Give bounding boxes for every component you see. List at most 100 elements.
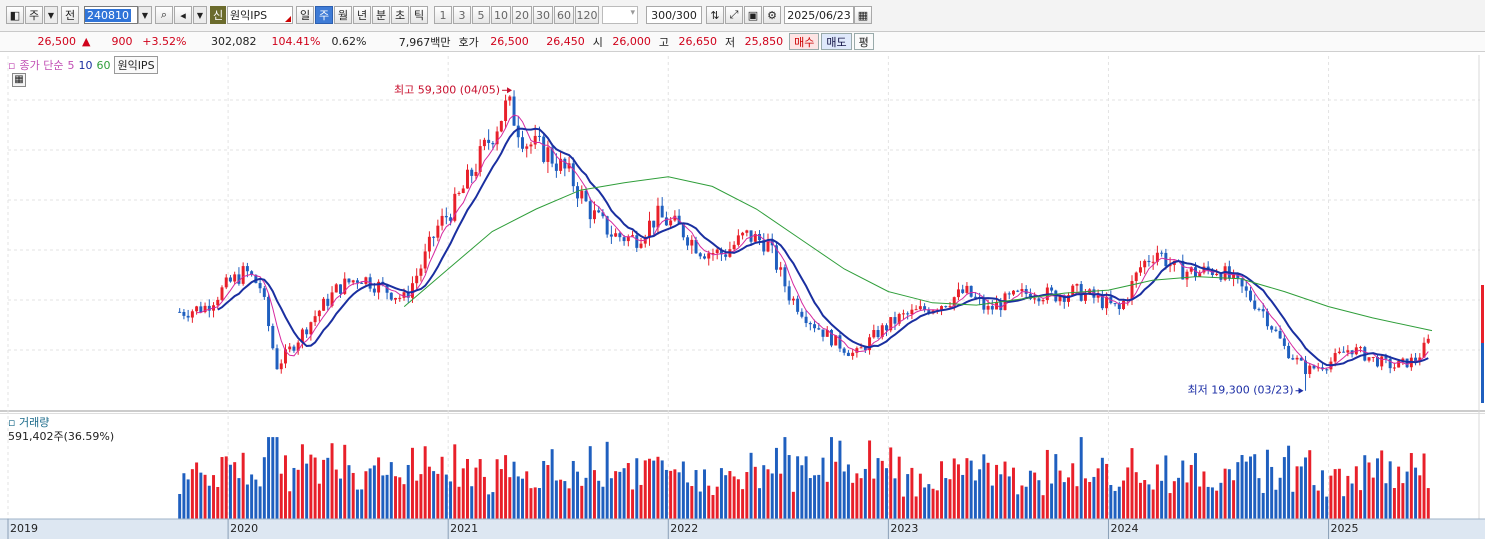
volume-bar	[423, 446, 427, 519]
prev-button[interactable]: 전	[61, 6, 79, 24]
volume-bar	[1109, 484, 1113, 519]
legend-stock-name[interactable]: 원익IPS	[114, 56, 158, 74]
volume-bar	[1113, 490, 1117, 519]
volume-bar	[1236, 462, 1240, 519]
buy-button[interactable]: 매수	[789, 33, 820, 50]
tab-day[interactable]: 일	[296, 6, 314, 24]
interval-20-button[interactable]: 20	[512, 6, 532, 24]
grid-toggle-icon[interactable]: ▦	[12, 73, 26, 87]
candle-body	[1193, 267, 1197, 277]
volume-bar	[952, 458, 956, 519]
candle-body	[504, 100, 508, 121]
candle-body	[834, 335, 838, 346]
bar-count-field[interactable]: 300/300	[646, 6, 702, 24]
tab-minute[interactable]: 분	[372, 6, 390, 24]
volume-bar	[1274, 489, 1278, 519]
tab-year[interactable]: 년	[353, 6, 371, 24]
candle-body	[1304, 360, 1308, 375]
interval-10-button[interactable]: 10	[491, 6, 511, 24]
interval-3-button[interactable]: 3	[453, 6, 471, 24]
tab-month[interactable]: 월	[334, 6, 352, 24]
volume-bar	[999, 474, 1003, 519]
volume-bar	[626, 463, 630, 519]
high-price: 26,650	[678, 35, 717, 48]
period-week-button[interactable]: 주	[25, 6, 43, 24]
candle-body	[296, 342, 300, 351]
volume-bar	[1325, 496, 1329, 519]
save-icon[interactable]: ▣	[744, 6, 762, 24]
candle-body	[855, 348, 859, 353]
candle-body	[470, 169, 474, 176]
stock-chart[interactable]: 최고 59,300 (04/05) 최저 19,300 (03/23) 2019 20…	[0, 52, 1485, 539]
tab-week[interactable]: 주	[315, 6, 333, 24]
interval-30-button[interactable]: 30	[533, 6, 553, 24]
candle-body	[880, 325, 884, 338]
candle-body	[207, 305, 211, 311]
candle-body	[330, 292, 334, 306]
period-dropdown-arrow[interactable]: ▼	[44, 6, 58, 24]
candle-body	[559, 158, 563, 171]
volume-bar	[1346, 475, 1350, 519]
x-axis-tick-label: 2021	[450, 522, 478, 535]
volume-bar	[956, 464, 960, 519]
interval-1-button[interactable]: 1	[434, 6, 452, 24]
volume-bar	[1083, 478, 1087, 519]
draw-tool-icon[interactable]: ⤢	[725, 6, 743, 24]
average-button[interactable]: 평	[853, 33, 874, 50]
candle-body	[508, 96, 512, 101]
tab-tick[interactable]: 틱	[410, 6, 428, 24]
candle-body	[419, 268, 423, 276]
volume-bar	[825, 481, 829, 519]
gear-icon[interactable]: ⚙	[763, 6, 781, 24]
volume-bar	[571, 460, 575, 519]
speaker-dropdown[interactable]: ▼	[193, 6, 207, 24]
candle-body	[901, 313, 905, 315]
candle-body	[444, 215, 448, 218]
date-field[interactable]: 2025/06/23	[784, 6, 854, 24]
stock-name-field[interactable]: 원익IPS	[227, 6, 293, 24]
volume-bar	[1050, 483, 1054, 519]
candle-body	[749, 230, 753, 242]
volume-bar	[1371, 477, 1375, 519]
calendar-icon[interactable]: ▦	[854, 6, 872, 24]
candle-body	[652, 220, 656, 228]
sell-button[interactable]: 매도	[821, 33, 852, 50]
candle-body	[990, 306, 994, 310]
candle-body	[1426, 338, 1430, 343]
interval-dropdown[interactable]	[602, 6, 638, 24]
stock-code-input[interactable]: 240810	[84, 6, 138, 24]
candle-body	[241, 266, 245, 284]
candle-body	[1295, 357, 1299, 360]
volume-bar	[457, 486, 461, 519]
indicator-icon[interactable]: ⇅	[706, 6, 724, 24]
speaker-icon[interactable]: ◂	[174, 6, 192, 24]
candle-body	[1071, 285, 1075, 296]
volume-bar	[711, 495, 715, 519]
candle-body	[457, 192, 461, 194]
volume-bar	[969, 460, 973, 519]
interval-120-button[interactable]: 120	[575, 6, 599, 24]
stock-code-dropdown[interactable]: ▼	[138, 6, 152, 24]
volume-bar	[1359, 490, 1363, 519]
low-arrow-icon	[1298, 387, 1304, 394]
candle-body	[1147, 260, 1151, 263]
volume-bar	[487, 494, 491, 519]
tab-second[interactable]: 초	[391, 6, 409, 24]
interval-5-button[interactable]: 5	[472, 6, 490, 24]
candle-body	[995, 302, 999, 310]
turnover-percent: 0.62%	[331, 35, 367, 48]
candle-body	[245, 266, 249, 272]
candle-body	[766, 240, 770, 252]
candle-body	[1337, 351, 1341, 354]
volume-bar	[796, 456, 800, 519]
interval-60-button[interactable]: 60	[554, 6, 574, 24]
volume-bar	[495, 459, 499, 519]
trade-amount: 7,967백만	[398, 35, 451, 49]
candle-body	[449, 217, 453, 221]
candle-body	[597, 210, 601, 213]
candle-body	[1105, 296, 1109, 309]
volume-bar	[707, 485, 711, 519]
candle-body	[838, 335, 842, 349]
chart-type-icon[interactable]: ◧	[6, 6, 24, 24]
search-icon[interactable]: ⌕	[155, 6, 173, 24]
